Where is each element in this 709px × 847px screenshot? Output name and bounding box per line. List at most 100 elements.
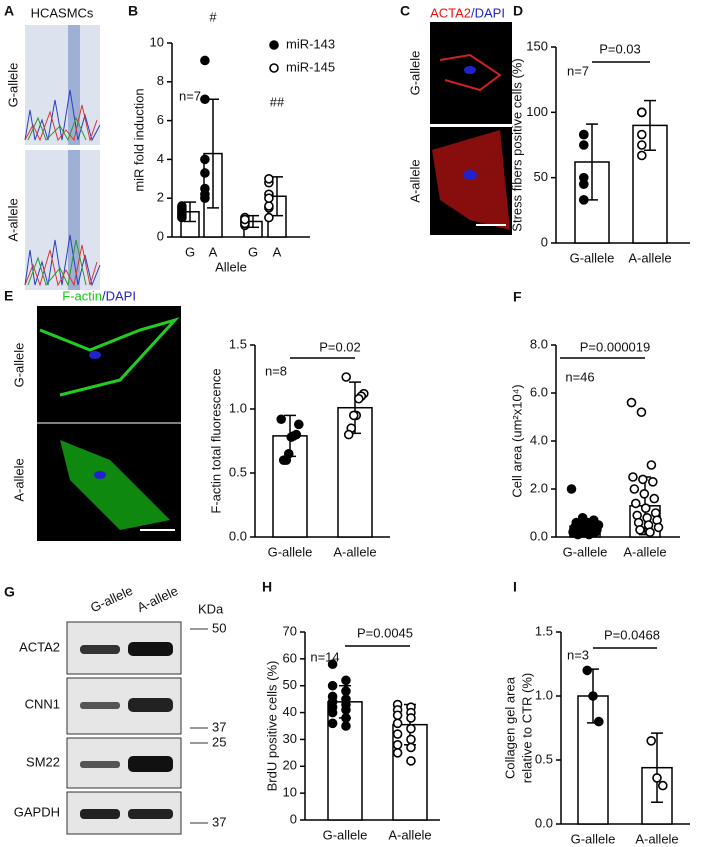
- y-tick-label: 1.5: [229, 336, 247, 351]
- protein-label: ACTA2: [19, 639, 60, 654]
- y-tick-label: 0.0: [229, 528, 247, 543]
- y-tick-label: 0: [157, 228, 164, 243]
- x-tick-label: A-allele: [628, 250, 671, 265]
- data-point: [200, 55, 210, 66]
- data-point: [327, 718, 338, 729]
- y-axis-label: miR fold induction: [131, 88, 146, 191]
- data-point: [264, 174, 274, 184]
- y-tick-label: 0.0: [530, 528, 548, 543]
- unit-label: KDa: [198, 601, 224, 616]
- annotation: P=0.0045: [357, 625, 413, 640]
- data-point: [200, 189, 210, 200]
- y-axis-label: relative to CTR (%): [519, 673, 534, 784]
- chromatogram: [24, 25, 101, 290]
- protein-label: SM22: [26, 754, 60, 769]
- data-point: [640, 503, 651, 514]
- protein-label: GAPDH: [14, 804, 60, 819]
- row-label: A-allele: [11, 458, 26, 501]
- data-point: [646, 735, 657, 746]
- data-point: [639, 488, 650, 499]
- data-point: [646, 460, 657, 470]
- data-point: [636, 407, 647, 418]
- micrograph: [37, 306, 181, 541]
- panel-letter: I: [513, 579, 517, 595]
- y-tick-label: 6.0: [530, 384, 548, 399]
- panel-letter: C: [400, 3, 410, 19]
- y-tick-label: 50: [283, 677, 297, 692]
- y-tick-label: 1.5: [535, 623, 553, 638]
- data-point: [584, 529, 594, 540]
- data-point: [293, 419, 304, 430]
- annotation: P=0.0468: [604, 627, 660, 642]
- legend-label: miR-143: [286, 36, 335, 51]
- x-tick-label: G: [248, 244, 258, 259]
- data-point: [341, 713, 351, 723]
- marker-label: 50: [212, 620, 226, 635]
- data-point: [588, 691, 598, 701]
- panel-letter: D: [513, 3, 523, 19]
- legend-marker: [269, 63, 279, 73]
- data-point: [638, 474, 648, 485]
- data-point: [392, 748, 403, 758]
- y-tick-label: 30: [283, 731, 297, 746]
- x-tick-label: A-allele: [623, 544, 666, 559]
- y-tick-label: 1.0: [229, 400, 247, 415]
- panel-letter: G: [4, 584, 15, 600]
- data-point: [630, 498, 641, 509]
- panel-letter: F: [513, 289, 522, 305]
- data-point: [341, 686, 351, 696]
- data-point: [636, 129, 647, 140]
- panel-letter: H: [262, 579, 272, 595]
- data-point: [264, 193, 274, 203]
- data-point: [628, 472, 638, 482]
- y-tick-label: 0.0: [535, 815, 553, 830]
- data-point: [327, 659, 338, 670]
- y-tick-label: 4: [157, 151, 164, 166]
- data-point: [578, 129, 589, 140]
- x-tick-label: A-allele: [333, 544, 376, 559]
- data-point: [278, 455, 289, 466]
- y-axis-label: Stress fibers positive cells (%): [509, 58, 524, 231]
- data-point: [392, 710, 403, 721]
- lane-label: G-allele: [88, 583, 135, 616]
- row-label: G-allele: [5, 63, 20, 108]
- y-axis-label: F-actin total fluorescence: [208, 368, 223, 513]
- y-tick-label: 1.0: [535, 687, 553, 702]
- data-point: [286, 432, 297, 442]
- x-tick-label: A-allele: [388, 827, 431, 842]
- legend-label: miR-145: [286, 59, 335, 74]
- data-point: [406, 713, 416, 723]
- data-point: [264, 201, 274, 211]
- y-tick-label: 0.5: [229, 464, 247, 479]
- data-point: [629, 484, 640, 494]
- data-point: [264, 212, 274, 223]
- annotation: n=8: [265, 363, 287, 378]
- data-point: [392, 718, 403, 729]
- x-tick-label: G-allele: [570, 250, 615, 265]
- y-tick-label: 2: [157, 190, 164, 205]
- row-label: G-allele: [11, 343, 26, 388]
- data-point: [348, 410, 359, 421]
- data-point: [582, 665, 593, 676]
- annotation: n=14: [310, 649, 339, 664]
- data-point: [648, 476, 658, 487]
- y-tick-label: 4.0: [530, 432, 548, 447]
- lane-label: A-allele: [135, 583, 181, 615]
- data-point: [200, 94, 210, 105]
- panel-letter: B: [128, 3, 138, 19]
- annotation: ##: [270, 94, 285, 109]
- x-tick-label: A-allele: [635, 831, 678, 846]
- data-point: [200, 168, 210, 178]
- panel-letter: A: [4, 3, 14, 19]
- annotation: n=7: [179, 88, 201, 103]
- data-point: [636, 150, 647, 161]
- y-axis-label: Collagen gel area: [502, 676, 517, 779]
- data-point: [327, 707, 338, 718]
- data-point: [276, 414, 287, 425]
- data-point: [392, 739, 403, 750]
- data-point: [635, 524, 645, 535]
- data-point: [652, 773, 662, 783]
- annotation: n=7: [567, 63, 589, 78]
- annotation: P=0.000019: [580, 339, 650, 354]
- data-point: [177, 205, 187, 215]
